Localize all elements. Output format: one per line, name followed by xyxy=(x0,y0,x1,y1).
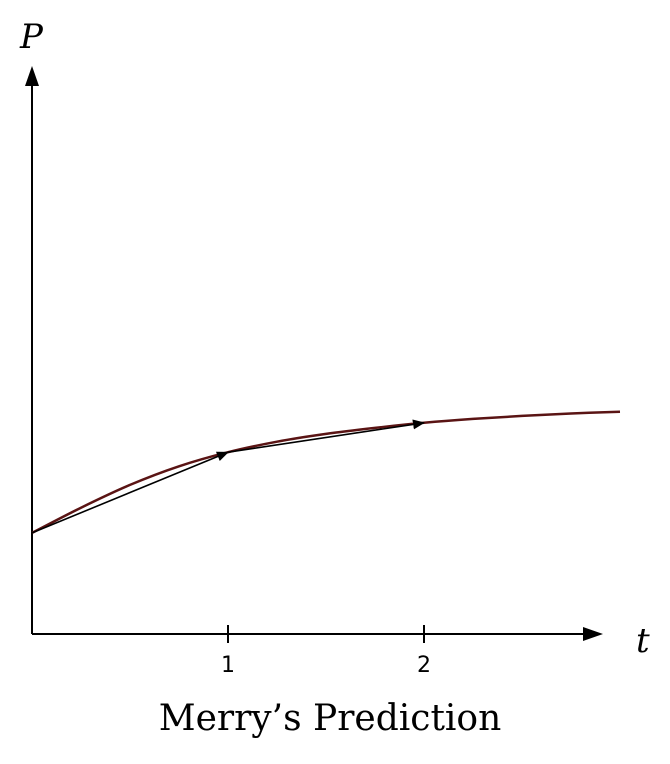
y-axis-label: P xyxy=(19,17,44,57)
prediction-steps xyxy=(31,419,425,534)
figure-caption: Merry’s Prediction xyxy=(159,698,502,739)
x-axis-label: t xyxy=(636,621,650,661)
x-tick-label: 2 xyxy=(417,653,431,678)
x-axis-arrowhead xyxy=(583,627,603,641)
growth-curve xyxy=(31,410,621,535)
y-axis-arrowhead xyxy=(25,66,39,86)
prediction-step-arrow xyxy=(227,419,425,453)
axes xyxy=(25,66,603,641)
x-tick-label: 1 xyxy=(221,653,235,678)
prediction-step-arrow xyxy=(31,451,229,534)
